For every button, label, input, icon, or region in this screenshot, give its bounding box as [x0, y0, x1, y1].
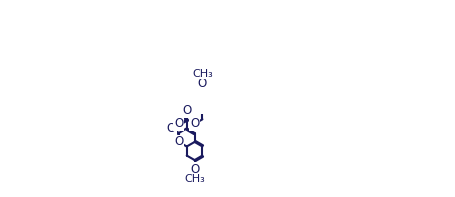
Text: O: O: [190, 163, 199, 176]
Text: O: O: [174, 117, 183, 130]
Text: O: O: [174, 136, 183, 149]
Text: O: O: [190, 117, 199, 130]
Text: CH₃: CH₃: [184, 174, 205, 184]
Text: O: O: [167, 122, 176, 135]
Text: O: O: [182, 104, 192, 117]
Text: O: O: [198, 77, 207, 90]
Text: CH₃: CH₃: [192, 69, 213, 79]
